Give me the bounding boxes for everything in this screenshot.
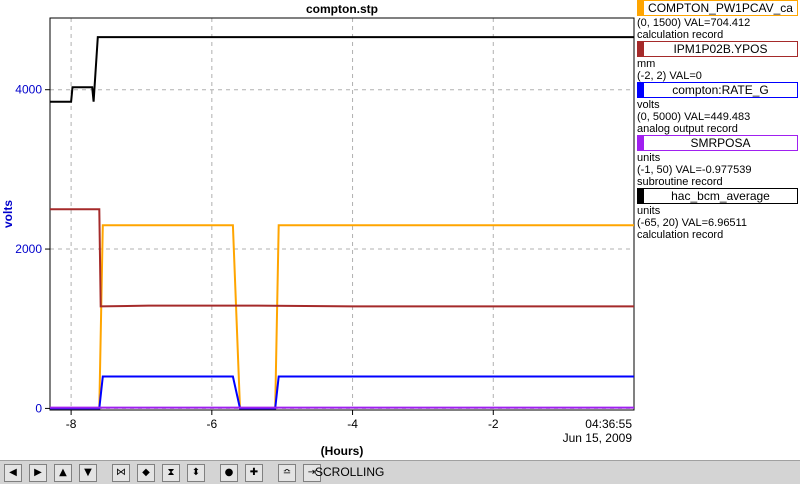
legend-detail: (-1, 50) VAL=-0.977539 <box>637 164 752 176</box>
x-tick-label: -2 <box>488 417 499 431</box>
legend-detail: calculation record <box>637 29 724 41</box>
legend-name[interactable]: IPM1P02B.YPOS <box>637 41 798 57</box>
legend-entry[interactable]: IPM1P02B.YPOS mm (-2, 2) VAL=0 <box>637 41 800 82</box>
plot-frame <box>49 17 635 411</box>
legend-entry[interactable]: compton:RATE_G volts (0, 5000) VAL=449.483… <box>637 82 800 135</box>
legend-detail: (0, 1500) VAL=704.412 <box>637 17 751 29</box>
chart-title: compton.stp <box>306 2 378 16</box>
zoom-reset-button[interactable]: ● <box>220 464 238 482</box>
legend-detail: units <box>637 152 661 164</box>
pan-up-button[interactable]: ▲ <box>54 464 72 482</box>
legend-detail: (-65, 20) VAL=6.96511 <box>637 217 747 229</box>
series-compton-pw1pcav-ca-line <box>50 36 634 103</box>
add-pv-button[interactable]: ✚ <box>245 464 263 482</box>
zoom-out-x-button[interactable]: ◆ <box>137 464 155 482</box>
legend-name[interactable]: compton:RATE_G <box>637 82 798 98</box>
legend-entry[interactable]: COMPTON_PW1PCAV_ca (0, 1500) VAL=704.412 c… <box>637 0 800 41</box>
zoom-out-y-button[interactable]: ⬍ <box>187 464 205 482</box>
toolbar: ◀ ▶ ▲ ▼ ⋈ ◆ ⧗ ⬍ ● ✚ ≏ ⇥ SCROLLING <box>0 460 800 484</box>
legend-detail: volts <box>637 99 660 111</box>
legend-name[interactable]: SMRPOSA <box>637 135 798 151</box>
legend-entry[interactable]: SMRPOSA units (-1, 50) VAL=-0.977539 subrou… <box>637 135 800 188</box>
y-tick-label: 2000 <box>15 242 42 256</box>
series-hac-bcm-average-line <box>50 224 634 410</box>
legend-detail: subroutine record <box>637 176 723 188</box>
axes-layer: -8 -6 -4 -2 0 2000 4000 <box>15 83 499 431</box>
series-ipm1p02b-ypos-line <box>50 208 634 308</box>
autoscale-button[interactable]: ≏ <box>278 464 296 482</box>
legend-detail: mm <box>637 58 656 70</box>
series-compton-rate-g-line <box>50 375 634 410</box>
x-axis-label: (Hours) <box>321 444 364 458</box>
pan-right-button[interactable]: ▶ <box>29 464 47 482</box>
legend-detail: (0, 5000) VAL=449.483 <box>637 111 751 123</box>
x-tick-label: -4 <box>347 417 358 431</box>
end-date-label: Jun 15, 2009 <box>563 431 633 445</box>
zoom-in-x-button[interactable]: ⋈ <box>112 464 130 482</box>
legend: COMPTON_PW1PCAV_ca (0, 1500) VAL=704.412 c… <box>637 0 800 241</box>
x-tick-label: -6 <box>206 417 217 431</box>
chart: -8 -6 -4 -2 0 2000 4000 compton.stp volts (Hou… <box>1 2 635 458</box>
scroll-mode-button[interactable]: ⇥ <box>303 464 321 482</box>
legend-detail: analog output record <box>637 123 738 135</box>
grid <box>50 18 634 410</box>
x-tick-label: -8 <box>66 417 77 431</box>
scrolling-status: SCROLLING <box>315 465 385 479</box>
legend-entry[interactable]: hac_bcm_average units (-65, 20) VAL=6.9651… <box>637 188 800 241</box>
pan-down-button[interactable]: ▼ <box>79 464 97 482</box>
legend-detail: units <box>637 205 661 217</box>
end-time-label: 04:36:55 <box>585 417 632 431</box>
zoom-in-y-button[interactable]: ⧗ <box>162 464 180 482</box>
legend-name[interactable]: hac_bcm_average <box>637 188 798 204</box>
legend-detail: (-2, 2) VAL=0 <box>637 70 702 82</box>
y-axis-label: volts <box>1 200 15 228</box>
legend-name[interactable]: COMPTON_PW1PCAV_ca <box>637 0 798 16</box>
y-tick-label: 0 <box>35 401 42 415</box>
pan-left-button[interactable]: ◀ <box>4 464 22 482</box>
legend-detail: calculation record <box>637 229 724 241</box>
y-tick-label: 4000 <box>15 83 42 97</box>
series-layer <box>50 36 634 410</box>
